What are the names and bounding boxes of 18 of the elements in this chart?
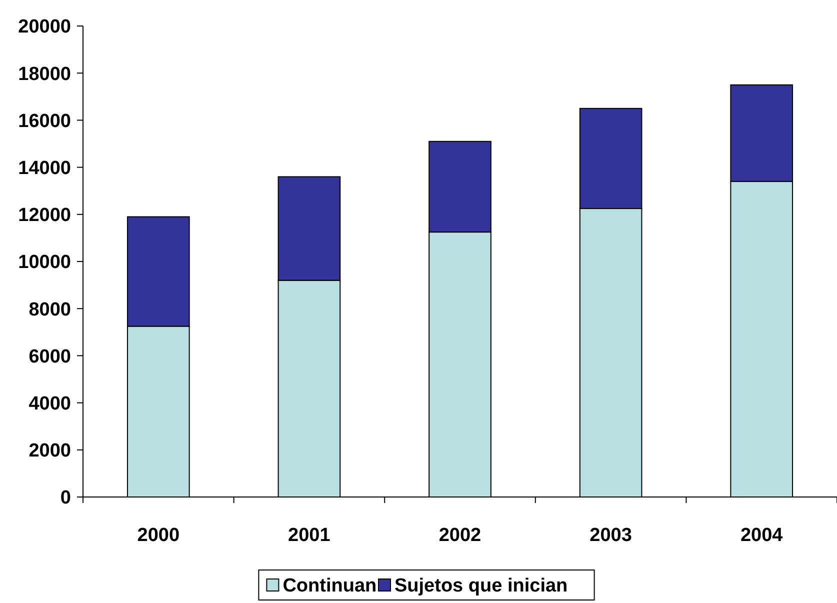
y-tick-label: 20000 — [18, 16, 71, 38]
y-tick-label: 18000 — [18, 64, 71, 85]
y-tick-label: 2000 — [28, 440, 71, 462]
x-tick-label: 2003 — [590, 525, 632, 546]
y-tick-label: 4000 — [28, 393, 71, 414]
y-tick-label: 14000 — [18, 158, 71, 179]
y-tick-label: 16000 — [18, 110, 71, 132]
x-tick-label: 2002 — [438, 525, 482, 546]
x-tick-label: 2001 — [288, 525, 331, 546]
x-tick-label: 2000 — [137, 525, 180, 546]
y-tick-label: 0 — [60, 488, 71, 509]
y-tick-label: 12000 — [18, 205, 71, 226]
y-tick-label: 6000 — [28, 346, 71, 368]
legend-label: Continuan — [282, 576, 377, 597]
legend-label: Sujetos que inician — [394, 576, 568, 597]
y-tick-label: 10000 — [18, 252, 71, 274]
y-tick-label: 8000 — [28, 299, 71, 320]
x-tick-label: 2004 — [740, 525, 784, 546]
